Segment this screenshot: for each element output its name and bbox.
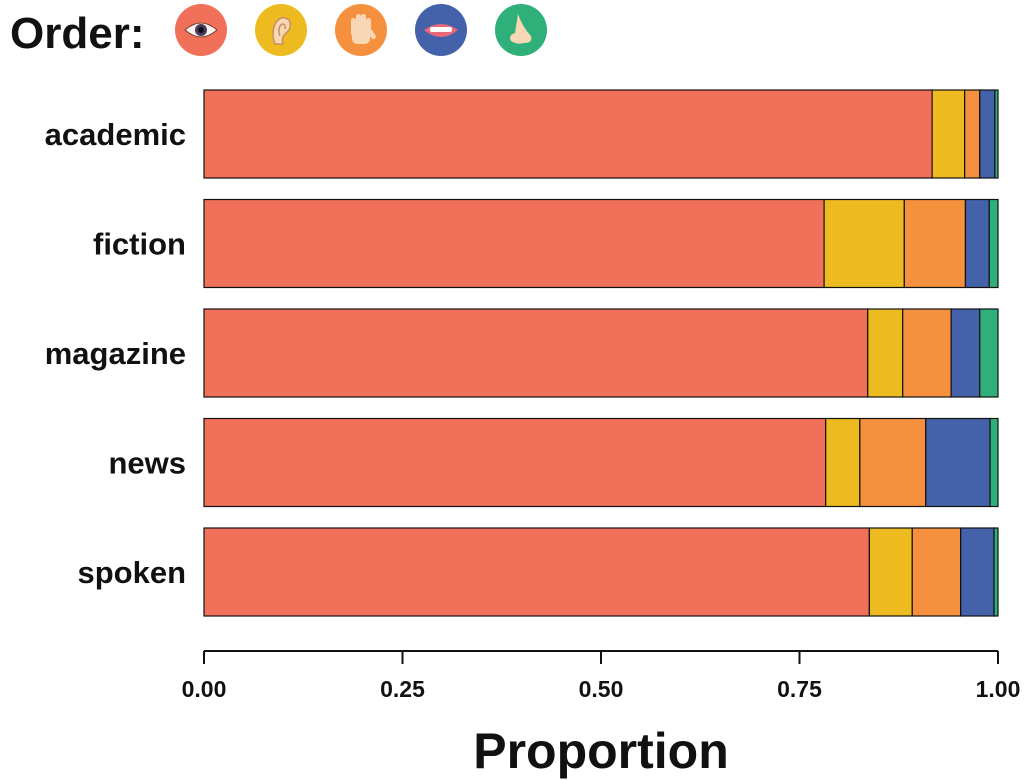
category-label-academic: academic	[45, 117, 186, 152]
eye-icon	[175, 4, 227, 56]
bar-segment-fiction-2	[823, 198, 905, 289]
x-axis-title: Proportion	[473, 723, 729, 779]
bar-segment-news-2	[825, 417, 861, 508]
x-tick-label: 0.50	[579, 676, 624, 702]
bar-segment-academic-1	[203, 89, 933, 179]
x-tick-label: 1.00	[976, 676, 1021, 702]
bar-segment-magazine-3	[902, 308, 952, 398]
mouth-icon	[415, 4, 467, 56]
hand-icon	[335, 4, 387, 56]
bar-segment-news-4	[925, 417, 991, 508]
bar-segment-magazine-5	[979, 308, 999, 398]
bar-segment-academic-5	[994, 89, 999, 179]
bar-segment-news-1	[203, 417, 827, 508]
bar-segment-magazine-4	[950, 308, 981, 398]
bar-segment-fiction-1	[203, 198, 825, 289]
bar-segment-spoken-4	[960, 527, 995, 617]
bar-segment-spoken-5	[993, 527, 999, 617]
category-label-fiction: fiction	[93, 227, 186, 262]
x-tick-label: 0.25	[380, 676, 425, 702]
bar-segment-fiction-4	[964, 198, 990, 289]
bar-segment-academic-4	[979, 89, 996, 179]
bar-segment-academic-3	[964, 89, 981, 179]
bars-group	[203, 89, 999, 617]
bar-segment-academic-2	[931, 89, 966, 179]
category-label-spoken: spoken	[77, 555, 186, 590]
legend-icons	[175, 4, 547, 56]
bar-segment-magazine-1	[203, 308, 869, 398]
ear-icon	[255, 4, 307, 56]
category-labels: academic fiction magazine news spoken	[45, 117, 186, 590]
bar-segment-news-3	[859, 417, 927, 508]
bar-segment-news-5	[989, 417, 999, 508]
x-tick-label: 0.75	[777, 676, 822, 702]
x-tick-label: 0.00	[182, 676, 227, 702]
bar-segment-spoken-1	[203, 527, 870, 617]
category-label-magazine: magazine	[45, 336, 186, 371]
nose-icon	[495, 4, 547, 56]
x-axis: 0.00 0.25 0.50 0.75 1.00	[182, 650, 1021, 702]
category-label-news: news	[108, 446, 186, 481]
bar-segment-spoken-3	[911, 527, 962, 617]
legend-title: Order:	[10, 9, 144, 58]
bar-segment-fiction-3	[903, 198, 967, 289]
bar-segment-magazine-2	[867, 308, 904, 398]
bar-segment-fiction-5	[988, 198, 999, 289]
bar-segment-spoken-2	[868, 527, 913, 617]
